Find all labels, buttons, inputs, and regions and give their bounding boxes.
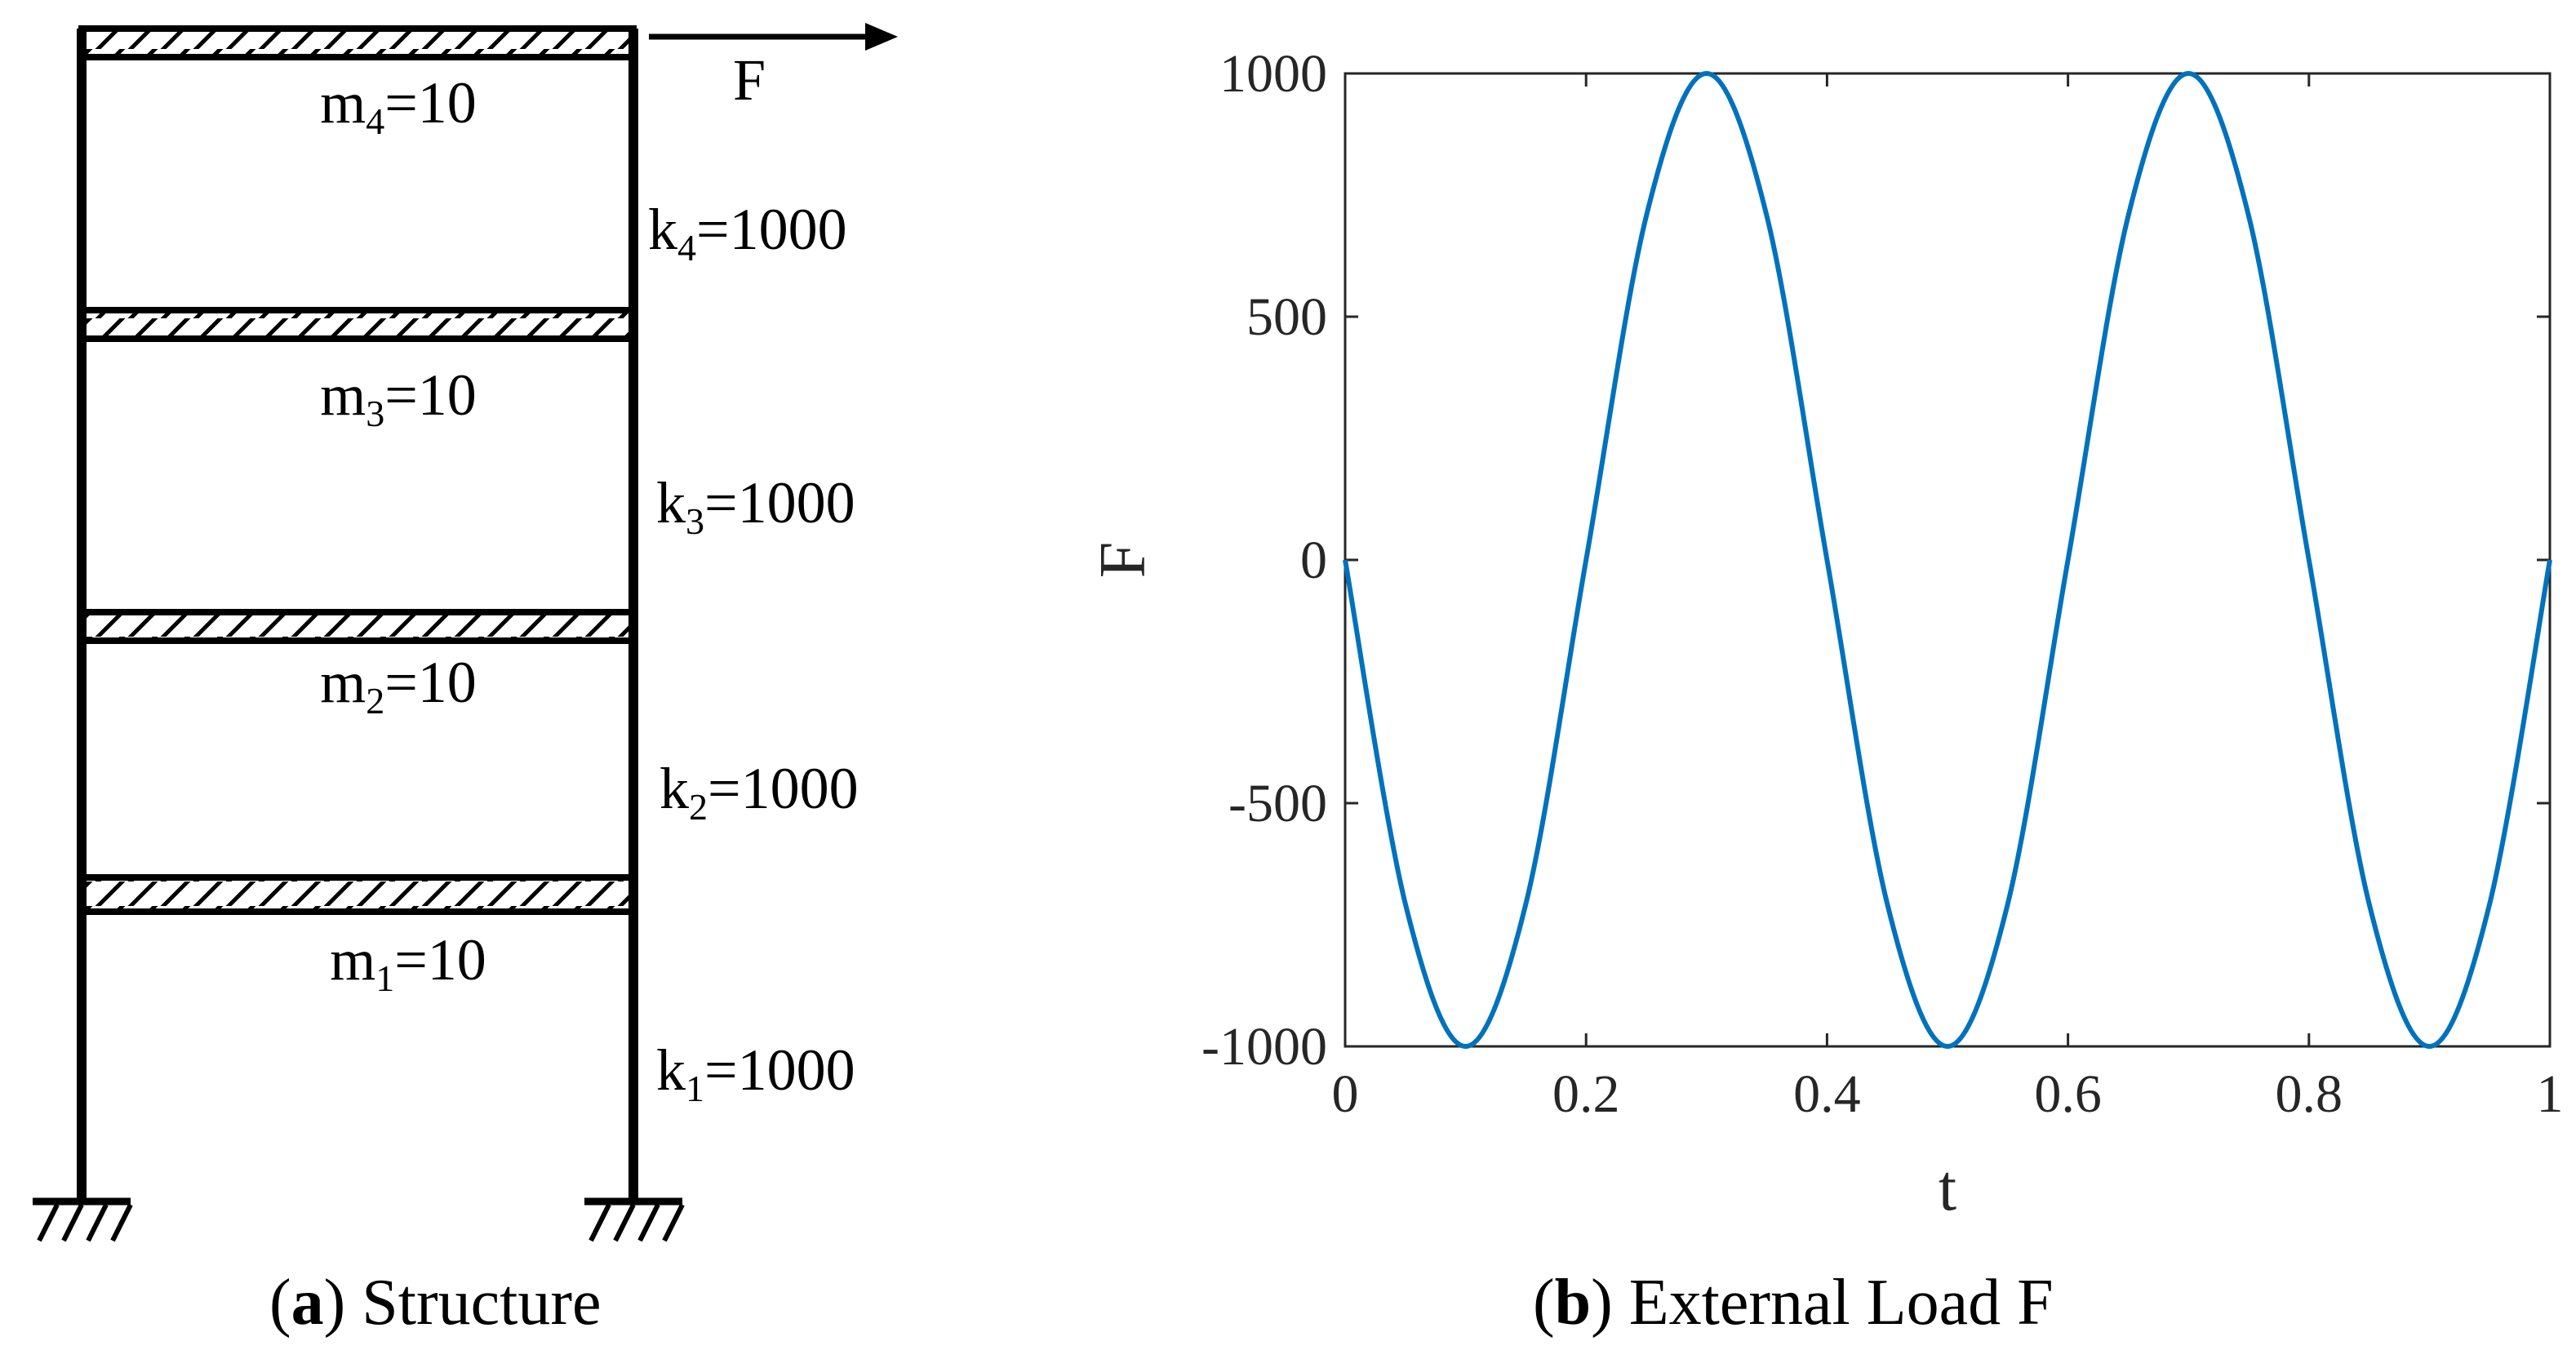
x-tick-label: 0.6	[2034, 1064, 2102, 1124]
x-tick-label: 1	[2537, 1064, 2564, 1124]
force-label: F	[733, 47, 766, 113]
structure-panel: F m4=10 m3=10 m2=10 m1=10 k4=1000 k3=100…	[33, 23, 898, 1339]
force-arrow	[649, 23, 898, 51]
x-tick-label: 0	[1332, 1064, 1359, 1124]
floor-slab-1	[78, 874, 637, 915]
y-tick-label: 500	[1246, 287, 1327, 347]
y-tick-label: 0	[1300, 531, 1327, 590]
y-axis-label: F	[1087, 542, 1159, 579]
load-plot-caption: (b) External Load F	[1533, 1267, 2054, 1339]
stiffness-label-2: k2=1000	[660, 756, 859, 828]
mass-label-2: m2=10	[320, 650, 477, 722]
floor-slab-4	[78, 25, 637, 60]
floor-slab-2	[78, 609, 637, 644]
x-tick-label: 0.2	[1552, 1064, 1620, 1124]
mass-label-4: m4=10	[320, 70, 477, 142]
load-plot-panel: 0 0.2 0.4 0.6 0.8 1 1000 500 0 -500 -1000 t F (b) Ex…	[1087, 44, 2564, 1339]
x-tick-label: 0.8	[2276, 1064, 2343, 1124]
stiffness-label-4: k4=1000	[648, 197, 847, 269]
mass-label-1: m1=10	[330, 927, 486, 999]
stiffness-label-1: k1=1000	[656, 1037, 855, 1109]
left-support	[33, 1197, 133, 1242]
y-tick-label: -1000	[1201, 1017, 1327, 1077]
plot-area: 0 0.2 0.4 0.6 0.8 1 1000 500 0 -500 -1000 t F	[1087, 44, 2564, 1224]
y-tick-label: 1000	[1219, 44, 1327, 104]
x-tick-label: 0.4	[1793, 1064, 1861, 1124]
mass-label-3: m3=10	[320, 362, 477, 434]
right-support	[584, 1197, 685, 1242]
stiffness-label-3: k3=1000	[656, 470, 855, 542]
x-axis-label: t	[1939, 1152, 1956, 1224]
structure-caption: (a) Structure	[269, 1267, 602, 1339]
series-line-0	[1343, 70, 2552, 1050]
y-tick-label: -500	[1228, 774, 1327, 833]
floor-slab-3	[78, 307, 637, 342]
